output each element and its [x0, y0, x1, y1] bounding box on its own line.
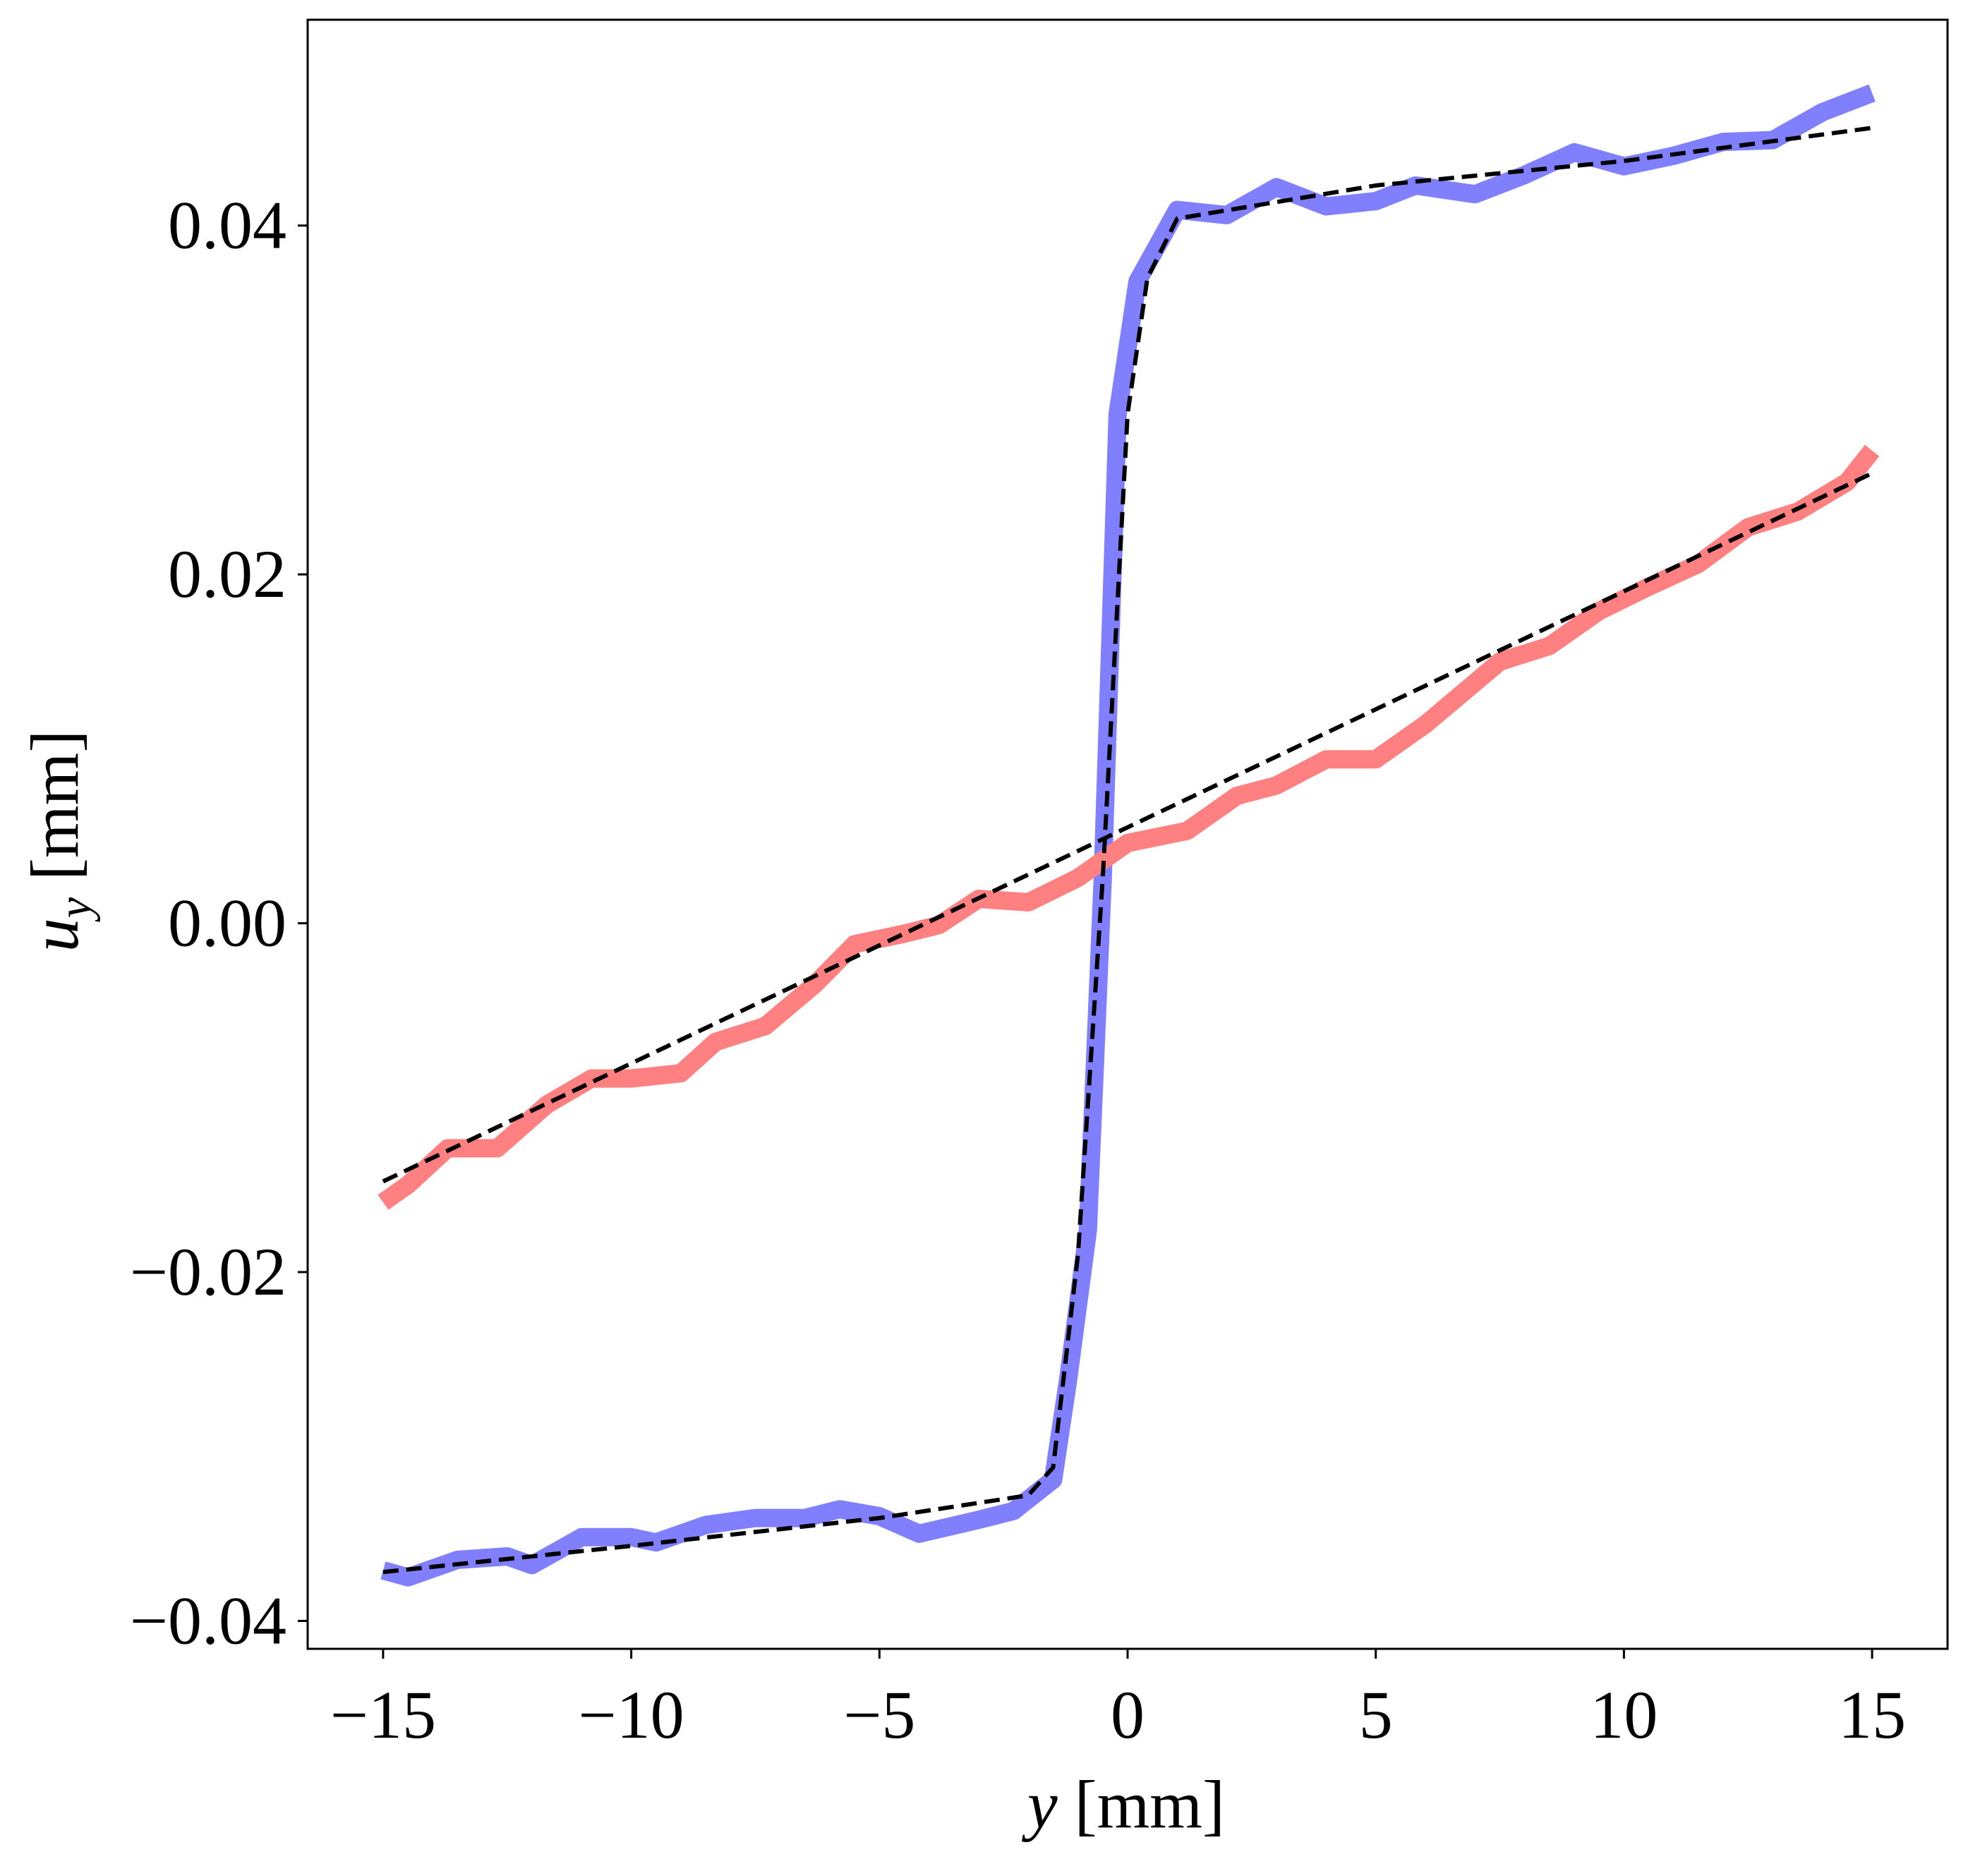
- x-tick-label: 10: [1590, 1677, 1658, 1753]
- y-tick-label: 0.00: [168, 885, 286, 961]
- x-label-symbol: y: [1021, 1767, 1058, 1842]
- y-tick-label: −0.02: [130, 1234, 286, 1309]
- y-label-unit: [mm]: [17, 730, 92, 897]
- x-tick-label: −5: [843, 1677, 915, 1753]
- data-line: [378, 444, 1880, 1210]
- plot-frame: [306, 18, 1949, 1650]
- x-tick-label: 5: [1359, 1677, 1393, 1753]
- x-tick-label: −10: [579, 1677, 684, 1753]
- fit-line: [382, 471, 1873, 1184]
- fit-line: [382, 126, 1873, 1575]
- y-tick-label: −0.04: [130, 1583, 286, 1658]
- data-line: [380, 84, 1876, 1587]
- x-axis-label: y [mm]: [1021, 1767, 1225, 1842]
- x-tick-label: −15: [330, 1677, 436, 1753]
- y-axis-label: uy [mm]: [17, 730, 101, 952]
- y-label-symbol: u: [17, 918, 92, 952]
- y-label-subscript: y: [49, 897, 101, 922]
- y-tick-label: 0.04: [168, 188, 286, 263]
- x-tick-label: 15: [1838, 1677, 1906, 1753]
- y-tick-label: 0.02: [168, 536, 286, 612]
- x-tick-label: 0: [1111, 1677, 1145, 1753]
- x-label-unit: [mm]: [1058, 1767, 1225, 1842]
